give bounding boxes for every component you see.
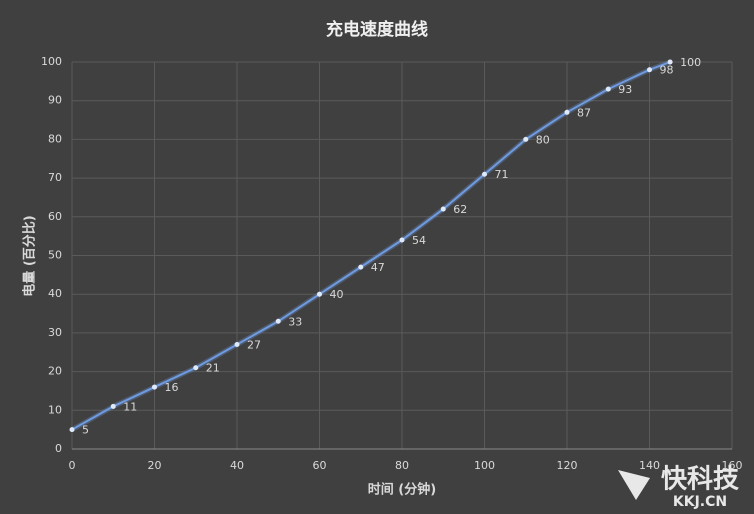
data-label: 27 [247,339,261,352]
data-label: 93 [618,83,632,96]
x-tick-label: 120 [557,459,578,472]
data-point [358,264,364,270]
y-tick-label: 60 [48,210,62,223]
data-label: 98 [660,64,674,77]
watermark-logo [618,470,650,500]
data-point [275,318,281,324]
data-point [110,403,116,409]
data-point [399,237,405,243]
y-tick-label: 50 [48,249,62,262]
data-point [317,291,322,297]
y-tick-label: 20 [48,365,62,378]
y-tick-label: 10 [48,403,62,416]
x-tick-label: 80 [395,459,409,472]
data-point [523,136,529,142]
data-label: 47 [371,261,385,274]
data-label: 71 [495,168,509,181]
x-tick-label: 60 [313,459,327,472]
y-tick-label: 30 [48,326,62,339]
data-point [69,427,75,433]
data-point [647,67,652,73]
data-label: 40 [330,288,344,301]
x-axis-title: 时间 (分钟) [368,482,436,498]
data-line [71,61,671,431]
data-point [564,109,570,115]
data-point [152,384,157,390]
data-label: 11 [123,400,137,413]
chart-title: 充电速度曲线 [326,19,428,40]
data-point [440,206,446,212]
plot-area: 0 10 20 30 40 50 60 70 80 90 100 0 20 40 60 80 100 120 140… [41,55,743,472]
data-label: 33 [288,315,302,328]
data-label: 80 [536,133,550,146]
data-label: 62 [453,203,467,216]
x-tick-label: 140 [639,459,660,472]
x-tick-label: 0 [69,459,76,472]
y-tick-label: 90 [48,94,62,107]
data-label: 5 [82,424,89,437]
x-tick-label: 20 [148,459,162,472]
data-point [193,365,199,371]
data-point [605,86,611,92]
watermark-brand: 快科技 [661,465,739,495]
data-label: 16 [165,381,179,394]
data-point [234,342,240,348]
data-point [667,59,673,65]
x-tick-label: 160 [722,459,743,472]
data-point [482,171,487,177]
y-tick-label: 80 [48,132,62,145]
x-tick-label: 40 [230,459,244,472]
watermark-url: KKJ.CN [673,494,727,510]
data-label: 54 [412,234,426,247]
y-axis-title: 电量 (百分比) [22,215,38,296]
y-tick-label: 0 [55,442,62,455]
y-tick-label: 40 [48,287,62,300]
x-tick-label: 100 [474,459,495,472]
watermark: 快科技 KKJ.CN [618,465,739,510]
data-label: 87 [577,106,591,119]
data-label: 21 [206,362,220,375]
y-tick-label: 100 [41,55,62,68]
data-label: 100 [680,56,701,69]
y-tick-label: 70 [48,171,62,184]
